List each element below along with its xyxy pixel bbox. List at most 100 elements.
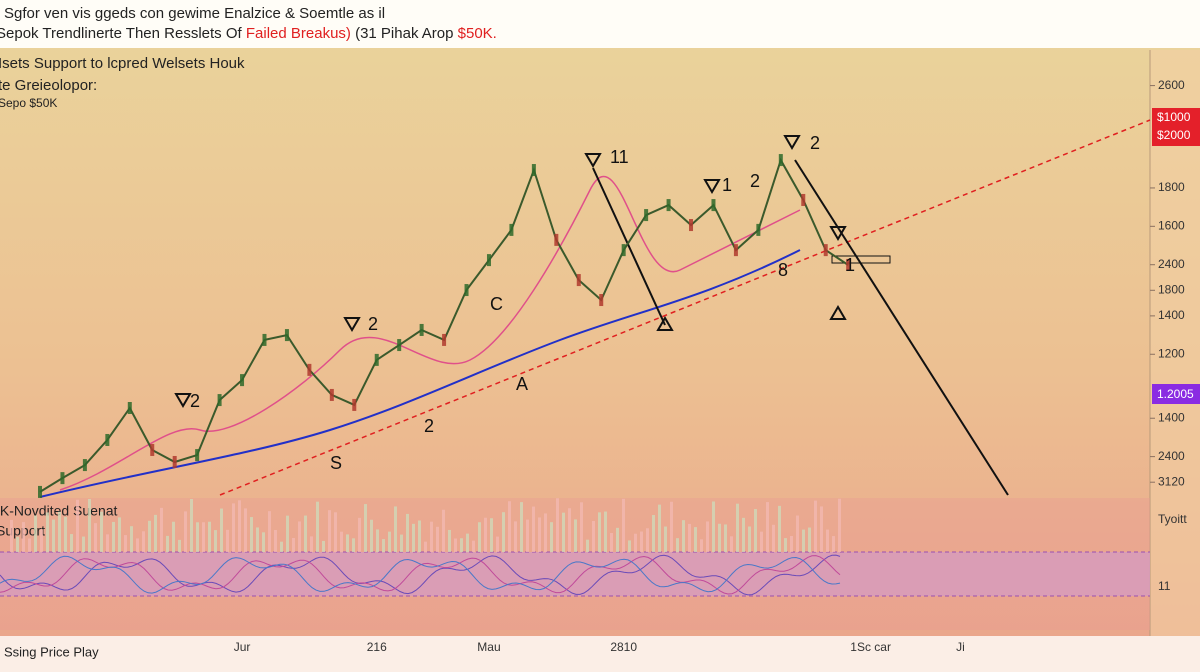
price-candle: [711, 199, 716, 212]
volume-bar: [490, 518, 493, 552]
x-tick-label: Ji: [956, 640, 965, 654]
price-candle: [105, 433, 110, 446]
volume-bar: [136, 538, 139, 552]
price-candle: [486, 254, 491, 267]
legend-text: Sepo $50K: [0, 96, 57, 110]
volume-bar: [214, 530, 217, 552]
price-candle: [419, 323, 424, 336]
volume-bar: [748, 526, 751, 552]
volume-bar: [622, 498, 625, 552]
price-tag: 1.2005: [1157, 387, 1194, 401]
volume-bar: [400, 534, 403, 552]
y-tick-label: 2400: [1158, 257, 1185, 271]
volume-bar: [124, 535, 127, 552]
volume-bar: [808, 527, 811, 552]
volume-bar: [370, 519, 373, 552]
volume-bar: [478, 522, 481, 552]
marker-box: [831, 255, 891, 264]
annotation: 11: [610, 147, 629, 167]
y-tick-label: 1800: [1158, 282, 1185, 296]
volume-bar: [52, 519, 55, 552]
volume-bar: [574, 519, 577, 552]
subtitle-part: $50K.: [458, 25, 497, 42]
breakdown-line: [794, 159, 1009, 496]
legend-text: te Greieolopor:: [0, 77, 97, 94]
volume-bar: [358, 517, 361, 552]
volume-bar: [82, 536, 85, 552]
price-candle: [60, 472, 65, 485]
volume-bar: [118, 517, 121, 552]
signal-triangle: [656, 316, 674, 331]
annotation: 2: [190, 391, 200, 411]
volume-bar: [664, 526, 667, 552]
volume-bar: [496, 536, 499, 552]
price-candle: [531, 164, 536, 177]
volume-bar: [514, 521, 517, 552]
volume-bar: [430, 521, 433, 552]
volume-bar: [196, 522, 199, 552]
volume-bar: [160, 507, 163, 552]
volume-bar: [682, 520, 685, 552]
volume-bar: [184, 511, 187, 552]
subtitle: Sepok Trendlinerte Then Resslets Of Fail…: [0, 25, 497, 42]
price-candle: [599, 294, 604, 307]
volume-bar: [652, 515, 655, 552]
x-tick-label: Mau: [477, 640, 500, 654]
signal-triangle: [703, 179, 721, 194]
signal-triangle: [783, 135, 801, 150]
price-candle: [644, 209, 649, 222]
oscillator-band: [0, 552, 1150, 596]
volume-bar: [436, 526, 439, 552]
x-tick-label: 1Sc car: [850, 640, 891, 654]
volume-bar: [688, 523, 691, 552]
subtitle-part: Sepok Trendlinerte Then Resslets Of: [0, 25, 246, 42]
x-tick-label: Jur: [234, 640, 251, 654]
volume-bar: [190, 499, 193, 552]
signal-triangle: [584, 153, 602, 168]
volume-bar: [130, 526, 133, 552]
x-tick-label: 216: [367, 640, 387, 654]
volume-bar: [730, 536, 733, 552]
annotation: 1: [845, 255, 855, 275]
volume-bar: [262, 532, 265, 552]
volume-bar: [520, 502, 523, 552]
volume-bar: [742, 517, 745, 552]
volume-bar: [382, 539, 385, 552]
volume-bar: [448, 529, 451, 552]
annotation: 2: [368, 314, 378, 334]
volume-bar: [304, 515, 307, 552]
volume-bar: [256, 527, 259, 552]
volume-bar: [28, 538, 31, 552]
volume-bar: [268, 511, 271, 552]
volume-bar: [340, 531, 343, 552]
volume-bar: [406, 513, 409, 552]
volume-bar: [718, 523, 721, 552]
volume-bar: [814, 500, 817, 552]
price-candle: [778, 154, 783, 167]
x-tick-label: 2810: [610, 640, 637, 654]
price-candle: [397, 339, 402, 352]
volume-bar: [796, 515, 799, 552]
volume-bar: [628, 540, 631, 552]
y-tick-label: 2400: [1158, 449, 1185, 463]
volume-bar: [712, 501, 715, 552]
oscillator-line: [0, 554, 841, 596]
volume-bar: [418, 520, 421, 552]
signal-triangle: [174, 393, 192, 408]
volume-bar: [244, 508, 247, 552]
price-candle: [801, 193, 806, 206]
volume-bar: [484, 517, 487, 552]
volume-bar: [472, 540, 475, 552]
volume-bar: [226, 529, 229, 552]
price-candle: [733, 244, 738, 257]
price-candle: [38, 485, 42, 498]
volume-bar: [766, 502, 769, 552]
price-tag: $1000: [1157, 110, 1191, 124]
annotation: 1: [722, 175, 732, 195]
price-candle: [217, 394, 222, 407]
volume-bar: [94, 523, 97, 552]
price-candle: [756, 223, 761, 236]
volume-bar: [634, 533, 637, 552]
volume-bar: [202, 522, 205, 552]
